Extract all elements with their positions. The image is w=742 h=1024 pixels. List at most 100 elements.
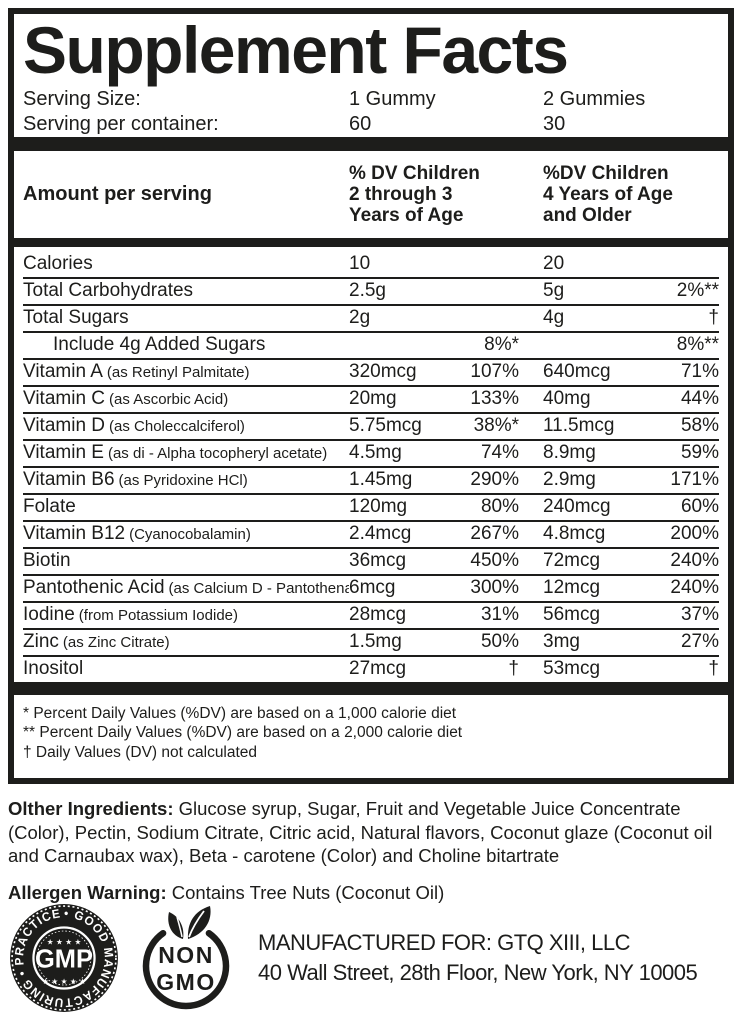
table-row-pantothenic-acid: Pantothenic Acid (as Calcium D - Pantothe… bbox=[23, 576, 719, 603]
amount-2: 72mcg bbox=[543, 549, 601, 571]
divider-bar-top bbox=[14, 136, 728, 151]
amount-2: 2.9mg bbox=[543, 468, 596, 490]
amount-2: 53mcg bbox=[543, 657, 601, 679]
nutrient-name: Total Carbohydrates bbox=[23, 279, 194, 301]
amount-2: 40mg bbox=[543, 387, 591, 409]
nutrient-name: Total Sugars bbox=[23, 306, 129, 328]
footnote-dv-not-calculated: † Daily Values (DV) not calculated bbox=[23, 743, 258, 761]
amount-2: 8.9mg bbox=[543, 441, 596, 463]
amount-1: 2.4mcg bbox=[349, 522, 412, 544]
allergen-warning-text: Contains Tree Nuts (Coconut Oil) bbox=[166, 881, 445, 903]
servings-per-container-value-2: 30 bbox=[543, 112, 566, 135]
servings-per-container-value-1: 60 bbox=[349, 112, 372, 135]
amount-1: 2g bbox=[349, 306, 371, 328]
dv-children-4plus-header: %DV Children 4 Years of Age and Older bbox=[543, 162, 673, 226]
table-row-calories: Calories 10 20 bbox=[23, 252, 719, 279]
amount-1: 2.5g bbox=[349, 279, 386, 301]
other-ingredients-text: Glucose syrup, Sugar, Fruit and Vegetabl… bbox=[8, 798, 713, 866]
table-row-vitamin-e: Vitamin E (as di - Alpha tocopheryl aceta… bbox=[23, 441, 719, 468]
dv-1: 74% bbox=[480, 441, 519, 463]
gmp-badge-icon: • GOOD MANUFACTURING • PRACTICE ★ ★ ★ ★ … bbox=[10, 904, 118, 1012]
non-gmo-badge-icon: NON GMO bbox=[142, 906, 230, 1010]
dv-1: 8%* bbox=[484, 333, 519, 355]
table-row-vitamin-a: Vitamin A (as Retinyl Palmitate) 320mcg 1… bbox=[23, 360, 719, 387]
nutrient-name: Inositol bbox=[23, 657, 84, 679]
amount-2: 20 bbox=[543, 252, 565, 274]
dv-2: 240% bbox=[670, 576, 719, 598]
nutrient-note: (as di - Alpha tocopheryl acetate) bbox=[107, 444, 328, 462]
amount-1: 5.75mcg bbox=[349, 414, 422, 436]
dv-1: 290% bbox=[470, 468, 519, 490]
amount-1: 4.5mg bbox=[349, 441, 402, 463]
nutrient-name: Iodine bbox=[23, 603, 75, 625]
table-row-vitamin-d: Vitamin D (as Choleccalciferol) 5.75mcg 3… bbox=[23, 414, 719, 441]
nutrient-name: Include 4g Added Sugars bbox=[53, 333, 266, 355]
supplement-facts-panel: Supplement Facts Serving Size: 1 Gummy 2… bbox=[8, 8, 734, 785]
nutrient-name: Calories bbox=[23, 252, 93, 274]
amount-1: 20mg bbox=[349, 387, 397, 409]
amount-1: 120mg bbox=[349, 495, 408, 517]
nutrient-note: (as Ascorbic Acid) bbox=[109, 390, 229, 408]
other-ingredients-paragraph: Olther Ingredients: Glucose syrup, Sugar… bbox=[8, 797, 736, 868]
serving-size-value-1: 1 Gummy bbox=[349, 87, 436, 110]
divider-bar-bottom bbox=[14, 681, 728, 695]
amount-1: 28mcg bbox=[349, 603, 407, 625]
footer-badges-row: • GOOD MANUFACTURING • PRACTICE ★ ★ ★ ★ … bbox=[6, 902, 736, 1014]
dv-2: 59% bbox=[680, 441, 719, 463]
nutrient-name: Folate bbox=[23, 495, 76, 517]
serving-size-value-2: 2 Gummies bbox=[543, 87, 646, 110]
dv-2: 200% bbox=[670, 522, 719, 544]
amount-per-serving-header: Amount per serving bbox=[23, 182, 212, 205]
amount-2: 240mcg bbox=[543, 495, 611, 517]
dv-2: 240% bbox=[670, 549, 719, 571]
footnote-1000-calorie: * Percent Daily Values (%DV) are based o… bbox=[23, 704, 457, 722]
table-row-vitamin-b12: Vitamin B12 (Cyanocobalamin) 2.4mcg 267% … bbox=[23, 522, 719, 549]
dv-2: 58% bbox=[680, 414, 719, 436]
table-row-vitamin-c: Vitamin C (as Ascorbic Acid) 20mg 133% 40… bbox=[23, 387, 719, 414]
table-row-biotin: Biotin 36mcg 450% 72mcg 240% bbox=[23, 549, 719, 576]
dv-2: 27% bbox=[680, 630, 719, 652]
amount-1: 6mcg bbox=[349, 576, 396, 598]
amount-1: 36mcg bbox=[349, 549, 407, 571]
nutrient-name: Pantothenic Acid bbox=[23, 576, 165, 598]
dv-2: † bbox=[708, 657, 719, 679]
amount-2: 5g bbox=[543, 279, 565, 301]
nutrient-name: Biotin bbox=[23, 549, 71, 571]
amount-1: 27mcg bbox=[349, 657, 407, 679]
non-gmo-line2: GMO bbox=[156, 969, 215, 995]
nutrient-note: (as Retinyl Palmitate) bbox=[106, 363, 250, 381]
dv-2: 37% bbox=[680, 603, 719, 625]
nutrient-note: (from Potassium Iodide) bbox=[78, 606, 239, 624]
serving-size-label: Serving Size: bbox=[23, 87, 141, 110]
nutrient-note: (as Calcium D - Pantothenate) bbox=[168, 579, 349, 597]
table-row-vitamin-b6: Vitamin B6 (as Pyridoxine HCl) 1.45mg 290… bbox=[23, 468, 719, 495]
dv-2: 44% bbox=[680, 387, 719, 409]
manufacturer-line1: MANUFACTURED FOR: GTQ XIII, LLC bbox=[258, 930, 630, 955]
amount-1: 10 bbox=[349, 252, 371, 274]
nutrient-note: (as Pyridoxine HCl) bbox=[118, 471, 248, 489]
table-row-iodine: Iodine (from Potassium Iodide) 28mcg 31% … bbox=[23, 603, 719, 630]
dv-2: † bbox=[708, 306, 719, 328]
other-ingredients-label: Olther Ingredients: bbox=[8, 798, 174, 819]
dv-1: 31% bbox=[480, 603, 519, 625]
amount-2: 11.5mcg bbox=[543, 414, 615, 436]
amount-1: 320mcg bbox=[349, 360, 417, 382]
footnotes: * Percent Daily Values (%DV) are based o… bbox=[14, 695, 728, 779]
nutrient-note: (as Choleccalciferol) bbox=[109, 417, 245, 435]
gmp-stars-top: ★ ★ ★ ★ bbox=[47, 937, 82, 946]
dv-1: 50% bbox=[480, 630, 519, 652]
amount-2: 640mcg bbox=[543, 360, 611, 382]
amount-2: 12mcg bbox=[543, 576, 601, 598]
nutrient-name: Zinc bbox=[23, 630, 59, 652]
amount-2: 4.8mcg bbox=[543, 522, 606, 544]
table-row-inositol: Inositol 27mcg † 53mcg † bbox=[23, 657, 719, 682]
serving-size-row: Serving Size: 1 Gummy 2 Gummies bbox=[14, 87, 728, 112]
dv-1: 133% bbox=[470, 387, 519, 409]
allergen-warning-label: Allergen Warning: bbox=[8, 881, 167, 903]
servings-per-container-row: Serving per container: 60 30 bbox=[14, 112, 728, 137]
dv-2: 60% bbox=[680, 495, 719, 517]
manufacturer-info: MANUFACTURED FOR: GTQ XIII, LLC 40 Wall … bbox=[258, 928, 698, 988]
non-gmo-line1: NON bbox=[158, 942, 214, 968]
dv-1: 80% bbox=[480, 495, 519, 517]
panel-title: Supplement Facts bbox=[23, 13, 569, 87]
